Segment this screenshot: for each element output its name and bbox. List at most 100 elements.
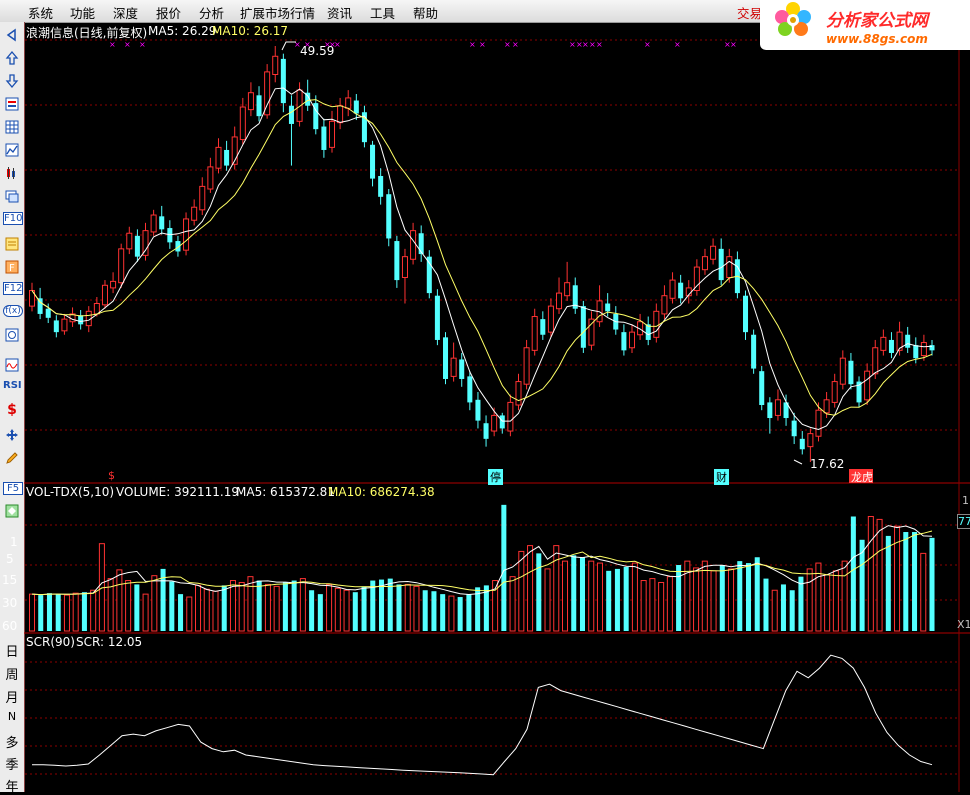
menu-tools[interactable]: 工具 xyxy=(370,6,396,21)
volume-bar-up xyxy=(649,578,656,632)
event-marker-finance[interactable]: 财 xyxy=(714,469,729,485)
period-day[interactable]: 日 xyxy=(5,645,19,660)
windows-icon[interactable] xyxy=(3,187,21,205)
candle-body-up xyxy=(839,357,846,385)
table-icon[interactable] xyxy=(3,118,21,136)
candle-body-up xyxy=(628,331,636,349)
menu-depth[interactable]: 深度 xyxy=(113,6,139,21)
f-icon[interactable]: F xyxy=(3,258,21,276)
dollar-icon[interactable]: $ xyxy=(7,402,17,418)
f5-icon[interactable]: F5 xyxy=(3,482,23,495)
candle-body-up xyxy=(296,89,303,122)
volume-bar-down xyxy=(370,580,376,631)
volume-bar-down xyxy=(361,586,367,631)
arrow-up-icon[interactable] xyxy=(3,49,21,67)
chart-area[interactable]: ×××××××××××××××××××××× 浪潮信息(日线,前复权) MA5:… xyxy=(2,22,970,792)
volume-bar-down xyxy=(579,557,585,631)
menu-quote[interactable]: 报价 xyxy=(156,6,182,21)
volume-bar-down xyxy=(282,582,288,631)
period-multi[interactable]: 多 xyxy=(5,736,19,751)
volume-bar-down xyxy=(169,581,175,631)
rsi-icon[interactable]: RSI xyxy=(3,380,22,391)
volume-bar-up xyxy=(561,560,569,632)
pencil-icon[interactable] xyxy=(3,449,21,467)
volume-bar-down xyxy=(571,555,577,631)
move-icon[interactable] xyxy=(3,426,21,444)
switch-icon[interactable] xyxy=(3,502,21,520)
event-marker-dollar[interactable]: $ xyxy=(108,469,115,482)
volume-bar-down xyxy=(614,568,620,631)
volume-bar-down xyxy=(466,594,472,631)
candle-body-down xyxy=(799,438,805,450)
candle-body-down xyxy=(280,58,286,104)
period-quarter[interactable]: 季 xyxy=(5,758,19,773)
volume-bar-up xyxy=(404,583,411,632)
f12-icon[interactable]: F12 xyxy=(3,282,23,295)
candle-body-down xyxy=(288,105,294,124)
menu-function[interactable]: 功能 xyxy=(70,6,96,21)
period-year[interactable]: 年 xyxy=(5,780,19,795)
menu-analysis[interactable]: 分析 xyxy=(199,6,225,21)
volume-bar-up xyxy=(195,584,202,632)
volume-bar-down xyxy=(859,539,865,631)
volume-ma5: MA5: 615372.81 xyxy=(236,485,335,499)
candle-body-down xyxy=(475,399,481,421)
candle-body-down xyxy=(159,216,165,230)
volume-bar-up xyxy=(806,568,813,632)
line-chart-icon[interactable] xyxy=(3,141,21,159)
volume-bar-down xyxy=(606,570,612,631)
brand-url[interactable]: www.88gs.com xyxy=(826,32,928,46)
ma5-label: MA5: 26.29 xyxy=(148,24,217,38)
candle-body-down xyxy=(353,100,359,114)
brand-title[interactable]: 分析家公式网 xyxy=(826,11,928,31)
circle-icon[interactable] xyxy=(3,326,21,344)
candlestick-icon[interactable] xyxy=(3,164,21,182)
arrow-down-icon[interactable] xyxy=(3,72,21,90)
candle-body-down xyxy=(361,112,367,143)
volume-bar-up xyxy=(631,562,638,632)
event-marker-suspend[interactable]: 停 xyxy=(488,469,503,485)
report-icon[interactable] xyxy=(3,235,21,253)
volume-bar-down xyxy=(536,553,542,631)
volume-bar-up xyxy=(28,593,36,632)
chart-canvas[interactable]: ×××××××××××××××××××××× xyxy=(23,22,970,792)
f10-icon[interactable]: F10 xyxy=(3,212,23,225)
event-x-marker: × xyxy=(479,40,486,49)
event-x-marker: × xyxy=(644,40,651,49)
menu-extended-market[interactable]: 扩展市场行情 xyxy=(240,6,316,21)
candle-body-up xyxy=(215,146,222,169)
menu-help[interactable]: 帮助 xyxy=(413,6,439,21)
fx-icon[interactable]: f(x) xyxy=(3,305,23,317)
scr-line xyxy=(32,654,933,776)
low-price-label: 17.62 xyxy=(810,457,845,471)
volume-bar-down xyxy=(387,578,393,631)
volume-bar-up xyxy=(343,589,350,632)
scr-title: SCR(90) xyxy=(26,635,75,649)
volume-ma10: MA10: 686274.38 xyxy=(328,485,435,499)
candle-body-down xyxy=(256,95,262,117)
candle-body-up xyxy=(831,381,838,403)
period-week[interactable]: 周 xyxy=(5,668,19,683)
arrow-left-icon[interactable] xyxy=(3,26,21,44)
volume-bar-down xyxy=(745,563,752,631)
volume-bar-up xyxy=(920,552,927,632)
candle-body-up xyxy=(823,399,830,414)
volume-bar-down xyxy=(737,561,743,631)
menu-news[interactable]: 资讯 xyxy=(327,6,353,21)
event-x-marker: × xyxy=(324,40,331,49)
event-marker-dragon-tiger[interactable]: 龙虎榜 xyxy=(849,469,873,483)
period-n[interactable]: N xyxy=(7,710,17,723)
event-x-marker: × xyxy=(109,40,116,49)
menu-system[interactable]: 系统 xyxy=(28,6,54,21)
candle-body-up xyxy=(247,92,254,111)
volume-bar-down xyxy=(903,532,909,631)
period-month[interactable]: 月 xyxy=(5,691,19,706)
volume-bar-down xyxy=(81,592,87,631)
left-toolbar: F10 F F12 f(x) RSI $ F5 日 周 月 N 多 季 年 xyxy=(0,22,25,795)
candle-body-up xyxy=(345,97,352,109)
stock-list-icon[interactable] xyxy=(3,95,21,113)
volume-bar-down xyxy=(754,557,760,631)
candle-body-up xyxy=(547,305,554,333)
candle-body-down xyxy=(929,345,935,351)
wave-icon[interactable] xyxy=(3,356,21,374)
